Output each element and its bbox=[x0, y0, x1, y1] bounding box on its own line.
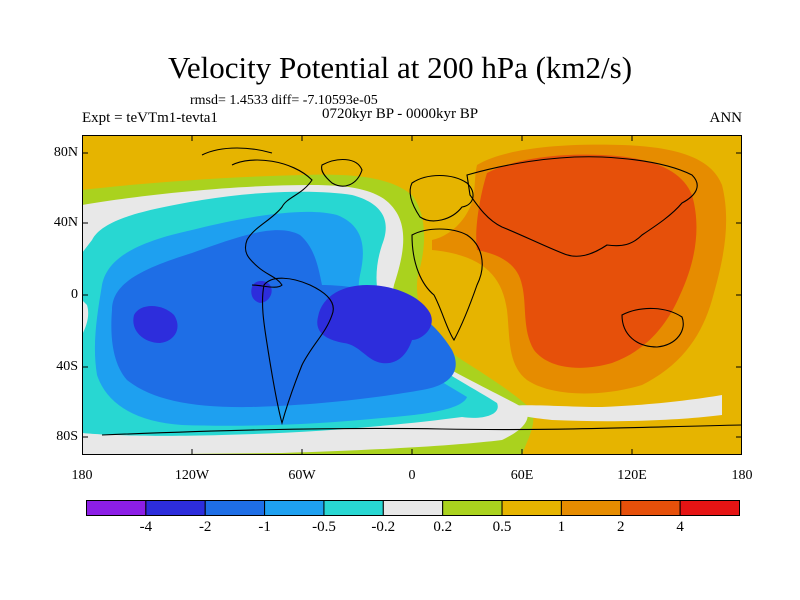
lon-tick-label: 60E bbox=[510, 468, 534, 483]
colorbar-label: -0.2 bbox=[371, 519, 396, 535]
stats-label: rmsd= 1.4533 diff= -7.10593e-05 bbox=[190, 93, 378, 108]
colorbar bbox=[86, 500, 740, 516]
colorbar-swatch bbox=[86, 500, 147, 516]
colorbar-label: 4 bbox=[676, 519, 684, 535]
contour-dark-blue-pacific bbox=[133, 306, 178, 343]
velocity-potential-map bbox=[82, 135, 742, 455]
lat-tick-label: 80N bbox=[53, 145, 78, 160]
colorbar-label: -0.5 bbox=[312, 519, 336, 535]
colorbar-swatch bbox=[323, 500, 384, 516]
colorbar-label: -2 bbox=[198, 519, 212, 535]
lat-tick-label: 80S bbox=[56, 429, 78, 444]
lon-tick-label: 0 bbox=[408, 468, 416, 483]
plot-title: Velocity Potential at 200 hPa (km2/s) bbox=[167, 50, 633, 85]
colorbar-swatch bbox=[382, 500, 444, 516]
lat-tick-label: 0 bbox=[71, 287, 78, 302]
colorbar-label: 0.2 bbox=[433, 519, 453, 535]
colorbar-swatch bbox=[145, 500, 206, 516]
colorbar-swatch bbox=[620, 500, 681, 516]
contour-neutral-south bbox=[502, 395, 722, 422]
axis-ticks bbox=[82, 135, 742, 455]
season-label: ANN bbox=[709, 110, 743, 126]
colorbar-swatch bbox=[264, 500, 325, 516]
colorbar-label: 1 bbox=[557, 519, 566, 535]
period-label: 0720kyr BP - 0000kyr BP bbox=[322, 106, 479, 122]
colorbar-label: -4 bbox=[139, 519, 153, 535]
lon-tick-label: 60W bbox=[288, 468, 316, 483]
colorbar-label: 2 bbox=[617, 519, 625, 535]
colorbar-swatch bbox=[679, 500, 740, 516]
contour-blue bbox=[111, 230, 456, 408]
lon-tick-label: 120W bbox=[174, 468, 210, 483]
colorbar-swatch bbox=[560, 500, 622, 516]
lon-tick-label: 180 bbox=[71, 468, 93, 483]
colorbar-swatch bbox=[204, 500, 266, 516]
colorbar-label: -1 bbox=[258, 519, 271, 535]
contour-red-orange bbox=[476, 154, 697, 368]
lon-tick-label: 180 bbox=[731, 468, 753, 483]
contour-dark-blue-atlantic bbox=[317, 285, 432, 364]
experiment-label: Expt = teVTm1-tevta1 bbox=[82, 110, 218, 126]
lat-tick-label: 40S bbox=[56, 359, 78, 374]
colorbar-swatch bbox=[442, 500, 503, 516]
lat-tick-label: 40N bbox=[53, 215, 78, 230]
colorbar-label: 0.5 bbox=[492, 519, 512, 535]
lon-tick-label: 120E bbox=[617, 468, 647, 483]
coastlines bbox=[101, 147, 742, 436]
colorbar-swatch bbox=[501, 500, 562, 516]
